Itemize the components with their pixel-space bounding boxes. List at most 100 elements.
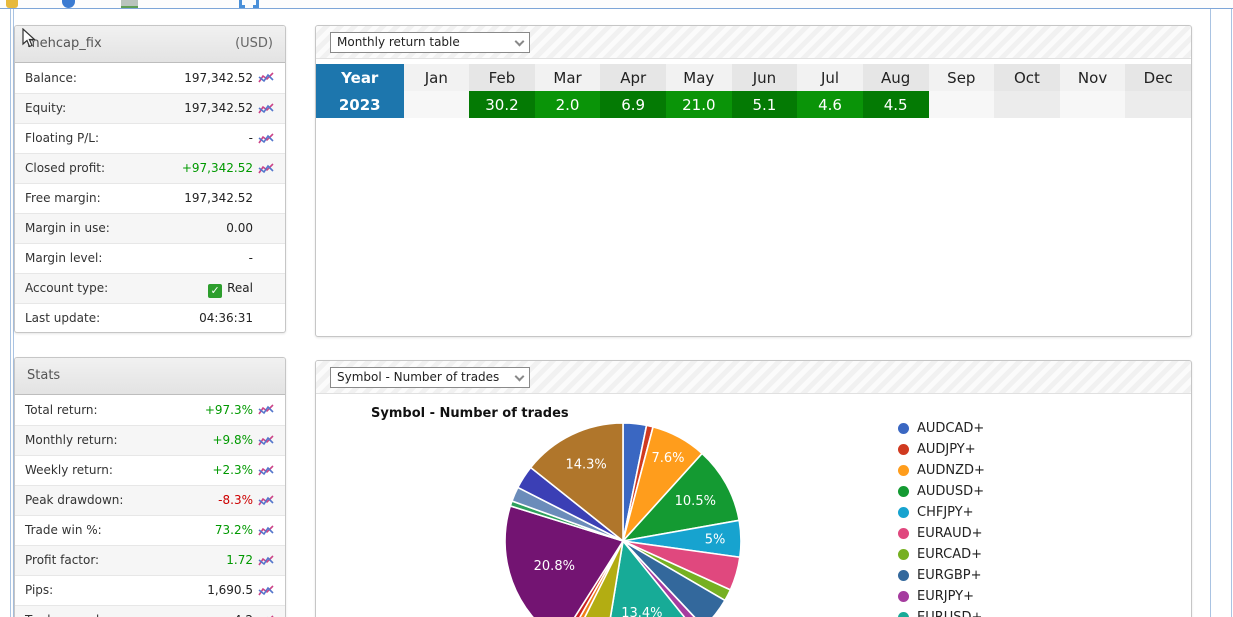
chart-history-icon[interactable] [258, 102, 275, 115]
legend-label: EURCAD+ [917, 547, 982, 562]
pie-slice[interactable] [504, 504, 625, 617]
pie-slice-label: 7.6% [651, 451, 684, 466]
monthly-return-cell [403, 91, 470, 118]
globe-icon[interactable] [62, 0, 75, 8]
monthly-return-cell: 30.2 [469, 91, 535, 118]
fullscreen-icon[interactable] [239, 0, 245, 8]
legend-label: AUDUSD+ [917, 484, 985, 499]
row-label: Total return: [25, 402, 98, 417]
month-column-header: Apr [600, 64, 666, 91]
stats-title: Stats [27, 368, 61, 383]
chart-history-icon[interactable] [258, 494, 275, 507]
row-value: 04:36:31 [199, 311, 253, 325]
monthly-view-dropdown[interactable]: Monthly return table [330, 32, 530, 53]
month-column-header: Dec [1125, 64, 1191, 91]
chart-history-icon[interactable] [258, 524, 275, 537]
row-value: +97,342.52 [181, 161, 253, 175]
frame-border-right [1210, 9, 1211, 617]
icon-slot [253, 72, 275, 84]
chart-history-icon[interactable] [258, 404, 275, 416]
legend-label: AUDCAD+ [917, 421, 985, 436]
symbol-trades-panel: Symbol - Number of trades Symbol - Numbe… [315, 360, 1192, 617]
symbol-panel-header-strip: Symbol - Number of trades [316, 361, 1191, 394]
row-value: 1.72 [226, 553, 253, 567]
account-row: Margin in use: 0.00 [15, 213, 285, 243]
legend-item: EURCAD+ [898, 544, 985, 565]
chart-history-icon[interactable] [258, 162, 275, 175]
month-column-header: Nov [1059, 64, 1126, 91]
pie-slice-eurjpy[interactable] [622, 540, 704, 617]
monthly-return-cell [928, 91, 995, 118]
pie-slice[interactable] [529, 422, 624, 543]
stats-row: Trade win %: 73.2% [15, 515, 285, 545]
pie-slice-eurusd[interactable] [604, 539, 697, 617]
legend-label: EURGBP+ [917, 568, 982, 583]
monthly-return-table: Year Jan Feb Mar Apr May Jun Jul Aug Sep Oct Nov Dec… [316, 64, 1191, 118]
legend-color-dot [898, 486, 909, 497]
monthly-return-cell [1125, 91, 1191, 118]
monthly-return-cell: 21.0 [666, 91, 732, 118]
chart-history-icon[interactable] [258, 132, 275, 145]
legend-label: EURAUD+ [917, 526, 983, 541]
row-value: - [248, 251, 253, 265]
stats-panel: Stats Total return: +97.3% Monthly return:… [14, 357, 286, 617]
legend-color-dot [898, 528, 909, 539]
row-value: 0.00 [226, 221, 253, 235]
account-row: Free margin: 197,342.52 [15, 183, 285, 213]
stats-row: Trades per day:4.2 [15, 605, 285, 617]
row-label: Equity: [25, 101, 67, 115]
pie-slice-audusd[interactable] [620, 452, 741, 543]
monthly-return-panel: Monthly return table Year Jan Feb Mar Apr May… [315, 25, 1192, 337]
icon-slot [253, 162, 275, 175]
chart-history-icon[interactable] [258, 464, 275, 477]
legend-color-dot [898, 570, 909, 581]
row-value: +97.3% [204, 402, 253, 417]
row-label: Account type: [25, 281, 109, 295]
row-label: Monthly return: [25, 433, 118, 447]
monthly-view-dropdown-value: Monthly return table [337, 35, 460, 49]
row-label: Weekly return: [25, 463, 113, 477]
pie-slice-eurgbp[interactable] [622, 540, 727, 617]
row-label: Profit factor: [25, 553, 100, 567]
pie-slice-label: 10.5% [675, 494, 716, 509]
month-column-header: Feb [469, 64, 535, 91]
legend-item: EURJPY+ [898, 586, 985, 607]
mouse-cursor [22, 28, 37, 48]
legend-item: AUDJPY+ [898, 439, 985, 460]
legend-color-dot [898, 465, 909, 476]
frame-border-left-inner [13, 9, 14, 617]
account-rows: Balance: 197,342.52 Equity: 197,342.52 Float… [15, 63, 285, 332]
account-row: Equity: 197,342.52 [15, 93, 285, 123]
row-value: 1,690.5 [207, 583, 253, 597]
monthly-return-cell: 4.6 [797, 91, 863, 118]
frame-border-left [10, 9, 11, 617]
legend-item: AUDNZD+ [898, 460, 985, 481]
legend-item: EURGBP+ [898, 565, 985, 586]
chart-history-icon[interactable] [258, 434, 275, 447]
icon-slot [253, 404, 275, 416]
chart-history-icon[interactable] [258, 554, 275, 567]
toolbar-icon-fragment[interactable] [6, 0, 18, 8]
fullscreen-icon[interactable] [253, 0, 259, 8]
symbol-view-dropdown[interactable]: Symbol - Number of trades [330, 367, 530, 388]
monthly-panel-header-strip: Monthly return table [316, 26, 1191, 59]
icon-slot [253, 554, 275, 567]
stats-row: Profit factor: 1.72 [15, 545, 285, 575]
legend-color-dot [898, 591, 909, 602]
year-cell: 2023 [316, 91, 404, 118]
icon-slot [253, 494, 275, 507]
legend-label: EURUSD+ [917, 610, 982, 617]
account-row: Account type: ✓ Real [15, 273, 285, 303]
printer-icon[interactable] [121, 0, 138, 8]
legend-item: EURUSD+ [898, 607, 985, 617]
chart-history-icon[interactable] [258, 584, 275, 597]
month-column-header: May [666, 64, 732, 91]
toolbar-strip [0, 0, 1233, 8]
chart-history-icon[interactable] [258, 72, 275, 84]
chevron-down-icon [514, 371, 525, 382]
account-currency: (USD) [235, 36, 273, 51]
stats-row: Monthly return: +9.8% [15, 425, 285, 455]
row-value: 73.2% [214, 523, 253, 537]
row-value: 4.2 [234, 606, 253, 617]
stats-row: Total return: +97.3% [15, 395, 285, 425]
